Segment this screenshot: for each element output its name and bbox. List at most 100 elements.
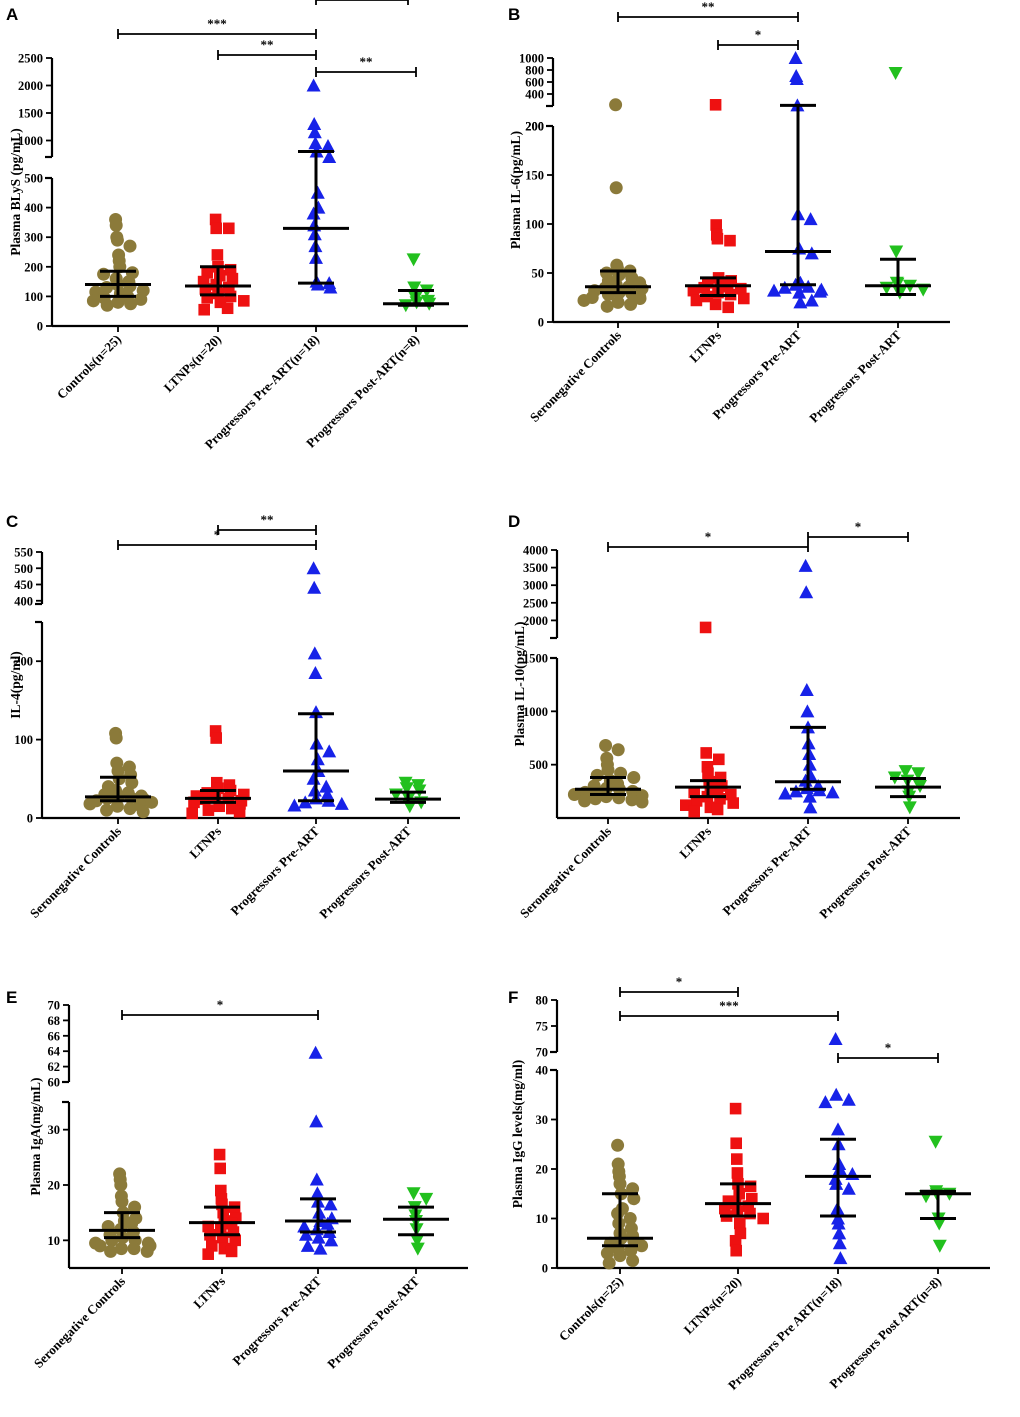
significance-label: *	[705, 529, 712, 544]
data-point	[83, 797, 97, 811]
data-point	[419, 1192, 434, 1206]
y-tick-label: 4000	[523, 544, 548, 558]
data-point	[319, 779, 334, 793]
data-point	[832, 1236, 847, 1250]
data-point	[804, 293, 819, 307]
data-point	[767, 283, 781, 297]
data-point	[818, 1095, 833, 1109]
data-point	[613, 1177, 627, 1191]
data-point	[625, 793, 639, 807]
data-point	[729, 1234, 742, 1247]
category-label: Progressors Post ART(n=8)	[826, 1274, 944, 1392]
data-point	[601, 763, 615, 777]
data-point	[123, 802, 137, 816]
data-point	[635, 1239, 649, 1253]
category-label: Progressors Pre-ART	[227, 823, 322, 918]
y-tick-label: 80	[536, 994, 549, 1008]
data-point	[93, 1239, 107, 1253]
category-label: Progressors Post-ART	[816, 823, 914, 921]
category-label: Progressors Post-ART	[316, 823, 414, 921]
panel-label: A	[6, 5, 18, 24]
data-point	[734, 1227, 747, 1240]
category-label: LTNPs	[190, 1274, 228, 1312]
y-tick-label: 3000	[523, 579, 548, 593]
data-point	[778, 786, 793, 800]
data-point	[833, 1251, 848, 1265]
data-point	[746, 1192, 758, 1205]
data-point	[757, 1212, 769, 1225]
data-point	[206, 1240, 218, 1252]
y-axis-title: Plasma IL-10(pg/mL)	[512, 622, 527, 747]
y-tick-label: 1000	[18, 134, 43, 148]
data-point	[100, 791, 114, 805]
panel-f: F 0 10 20 30 40 70 75 80 Plasma IgG levels(mg/ml)…	[508, 974, 990, 1393]
data-point	[210, 732, 222, 744]
y-tick-label: 550	[14, 546, 33, 560]
data-point	[729, 1102, 742, 1115]
data-point	[216, 1231, 229, 1244]
data-point	[611, 1138, 625, 1152]
y-tick-label: 300	[24, 231, 43, 245]
data-point	[201, 787, 213, 799]
data-point	[627, 1192, 641, 1206]
data-point	[100, 298, 114, 312]
data-point	[322, 744, 337, 758]
y-tick-label: 20	[48, 1179, 61, 1193]
data-point	[789, 784, 803, 798]
y-axis-title: Plasma IgA(mg/mL)	[28, 1077, 43, 1195]
data-point	[599, 738, 613, 752]
data-point	[213, 1148, 226, 1161]
data-point	[109, 218, 123, 232]
data-point	[216, 1198, 228, 1211]
data-point	[114, 1242, 128, 1256]
y-tick-label: 75	[536, 1020, 549, 1034]
y-tick-label: 10	[536, 1212, 549, 1226]
data-point	[100, 803, 114, 817]
y-tick-label: 3500	[523, 561, 548, 575]
data-point	[221, 302, 234, 315]
data-point	[111, 295, 125, 309]
data-point	[799, 585, 814, 599]
data-point	[626, 1182, 640, 1196]
data-point	[928, 1135, 943, 1149]
data-point	[626, 1254, 640, 1268]
data-point	[711, 784, 724, 797]
y-tick-label: 400	[24, 201, 43, 215]
data-point	[633, 291, 647, 305]
data-point	[710, 219, 722, 231]
y-tick-label: 64	[48, 1045, 61, 1059]
data-point	[744, 1207, 756, 1220]
category-label: LTNPs	[676, 824, 714, 862]
data-point	[212, 782, 224, 795]
category-label: Seronegative Controls	[27, 824, 124, 921]
data-point	[320, 1216, 335, 1230]
data-point	[613, 1249, 627, 1263]
data-point	[214, 1162, 226, 1175]
significance-label: *	[676, 974, 683, 989]
y-tick-label: 0	[538, 316, 544, 330]
y-tick-label: 30	[48, 1123, 61, 1137]
y-tick-label: 62	[48, 1060, 61, 1074]
data-point	[227, 1226, 240, 1238]
data-point	[399, 782, 414, 796]
y-tick-label: 400	[525, 88, 544, 102]
data-point	[802, 789, 817, 803]
significance-label: *	[214, 527, 221, 542]
data-point	[701, 761, 714, 773]
data-point	[719, 1202, 731, 1215]
data-point	[307, 646, 322, 660]
data-point	[186, 807, 198, 820]
data-point	[742, 1200, 754, 1212]
y-tick-label: 2500	[18, 52, 43, 66]
data-point	[145, 795, 159, 809]
data-point	[229, 1234, 241, 1247]
data-point	[233, 805, 246, 818]
data-point	[114, 1178, 128, 1192]
data-point	[202, 1220, 214, 1233]
data-point	[609, 181, 623, 195]
data-point	[199, 283, 212, 295]
y-axis-title: Plasma BLyS (pg/mL)	[8, 128, 23, 256]
data-point	[234, 798, 246, 810]
category-label: Controls(n=25)	[54, 332, 124, 402]
